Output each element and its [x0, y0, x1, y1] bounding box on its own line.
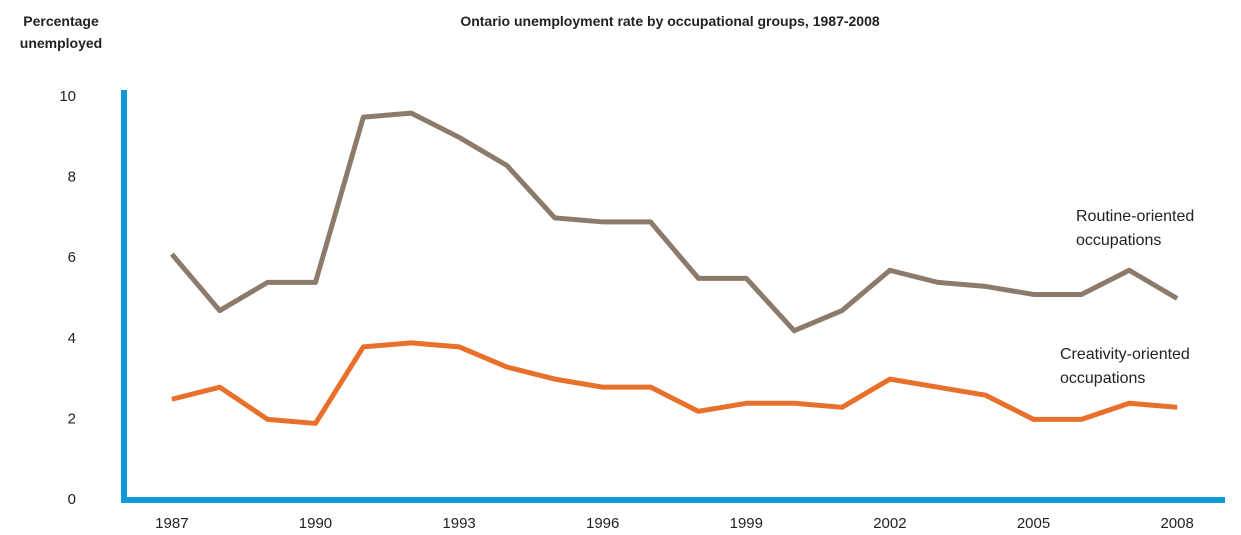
- x-tick-label: 1993: [442, 515, 475, 532]
- y-tick-label: 4: [68, 330, 76, 347]
- y-tick-label: 6: [68, 249, 76, 266]
- chart-title: Ontario unemployment rate by occupationa…: [460, 13, 880, 29]
- x-tick-label: 1987: [155, 515, 188, 532]
- x-tick-label: 1990: [299, 515, 332, 532]
- series-label: Creativity-oriented occupations: [1060, 346, 1190, 387]
- x-tick-label: 2002: [873, 515, 906, 532]
- y-tick-label: 0: [68, 491, 76, 508]
- series-line: [171, 340, 1178, 426]
- x-tick-label: 2008: [1160, 515, 1193, 532]
- y-tick-label: 8: [68, 169, 76, 186]
- y-axis-label: Percentage unemployed: [19, 13, 103, 51]
- x-tick-label: 1999: [730, 515, 763, 532]
- x-tick-label: 2005: [1017, 515, 1050, 532]
- y-tick-label: 10: [59, 88, 76, 105]
- x-tick-label: 1996: [586, 515, 619, 532]
- series-label: Routine-oriented occupations: [1076, 208, 1195, 249]
- series-line: [169, 110, 1179, 334]
- y-tick-label: 2: [68, 410, 76, 427]
